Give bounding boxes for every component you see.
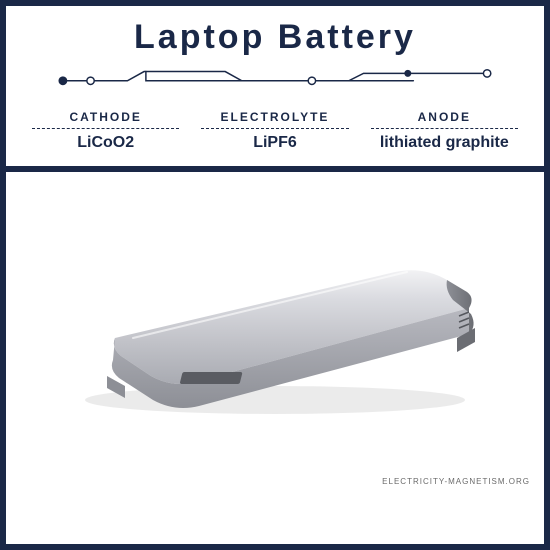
spec-label: ELECTROLYTE: [201, 110, 348, 129]
spec-value: LiCoO2: [32, 133, 179, 152]
circuit-decoration-icon: [26, 67, 524, 89]
outer-frame: Laptop Battery CATHODE LiCoO2 ELECTROLYT…: [0, 0, 550, 550]
spec-label: ANODE: [371, 110, 518, 129]
spec-value: lithiated graphite: [371, 133, 518, 152]
specs-row: CATHODE LiCoO2 ELECTROLYTE LiPF6 ANODE l…: [26, 110, 524, 152]
spec-value: LiPF6: [201, 133, 348, 152]
image-area: electricity-magnetism.org: [6, 172, 544, 492]
spec-electrolyte: ELECTROLYTE LiPF6: [195, 110, 354, 152]
spec-label: CATHODE: [32, 110, 179, 129]
spec-cathode: CATHODE LiCoO2: [26, 110, 185, 152]
battery-icon: [55, 242, 495, 422]
attribution-text: electricity-magnetism.org: [382, 477, 530, 486]
header: Laptop Battery CATHODE LiCoO2 ELECTROLYT…: [6, 6, 544, 172]
spec-anode: ANODE lithiated graphite: [365, 110, 524, 152]
page-title: Laptop Battery: [26, 18, 524, 57]
